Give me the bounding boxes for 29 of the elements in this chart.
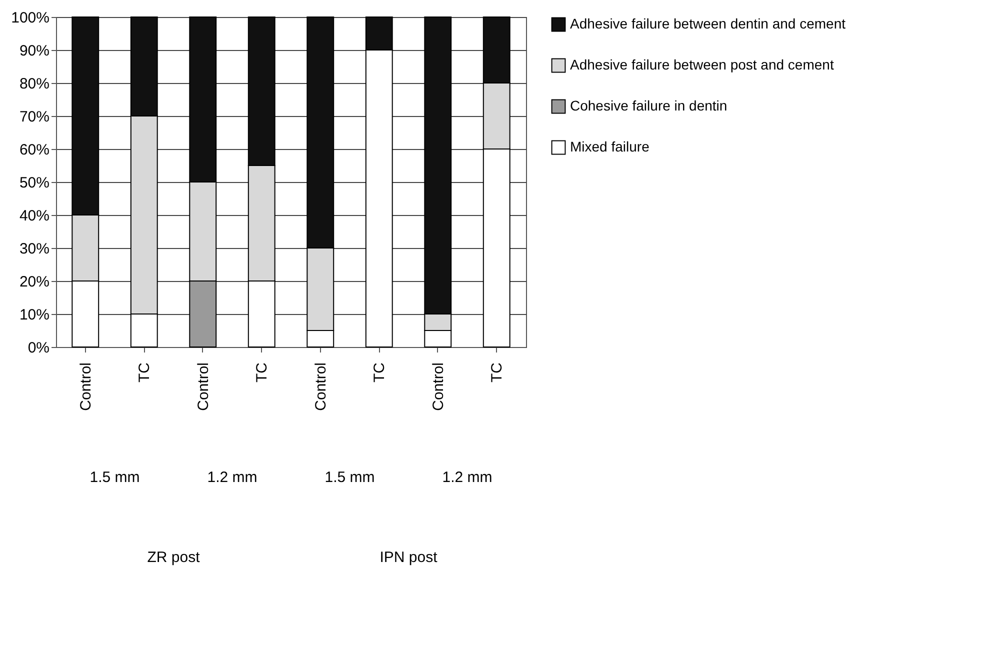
text: IPN post <box>380 549 438 566</box>
x-tick-label: TC <box>371 362 388 382</box>
y-tick-label: 20% <box>19 274 50 290</box>
y-tick-label: 80% <box>19 76 50 92</box>
x-tick-label: Control <box>312 362 330 411</box>
legend-label: Cohesive failure in dentin <box>570 98 728 114</box>
x-tick-label: Control <box>77 362 94 411</box>
y-tick-label: 10% <box>19 306 50 324</box>
y-tick-label: 50% <box>19 174 50 192</box>
legend-label: Mixed failure <box>570 138 650 154</box>
text: 1.5 mm <box>90 469 140 486</box>
x-tick-label: Control <box>430 362 447 411</box>
text: 1.5 mm <box>324 469 375 486</box>
y-tick-label: 60% <box>19 142 50 158</box>
y-tick-label: 90% <box>19 42 50 60</box>
y-tick-label: 0% <box>28 340 50 356</box>
legend-label: Adhesive failure between post and cement <box>570 56 834 72</box>
y-tick-label: 30% <box>19 240 50 258</box>
x-tick-label: TC <box>488 362 506 382</box>
y-tick-label: 70% <box>19 108 50 126</box>
x-tick-label: Control <box>194 362 212 411</box>
text: 1.2 mm <box>207 469 258 486</box>
y-tick-label: 100% <box>11 10 50 26</box>
x-tick-label: TC <box>136 362 154 382</box>
legend-label: Adhesive failure between dentin and cement <box>570 16 846 32</box>
y-tick-label: 40% <box>19 208 50 224</box>
text: 1.2 mm <box>442 469 492 486</box>
text: ZR post <box>147 549 201 566</box>
x-tick-label: TC <box>254 362 271 382</box>
